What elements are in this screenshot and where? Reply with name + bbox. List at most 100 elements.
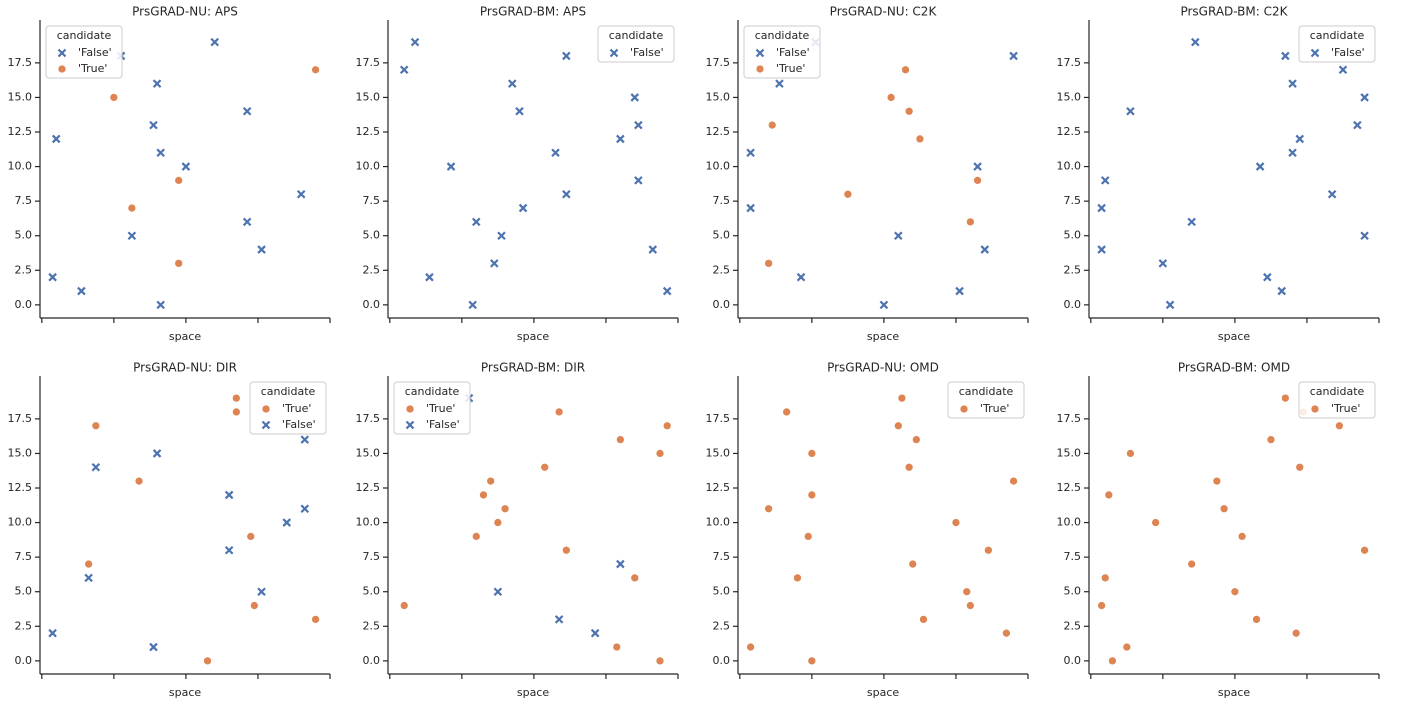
y-tick-label: 10.0 <box>706 160 731 173</box>
x-axis-label: space <box>1218 686 1251 699</box>
point <box>257 245 266 254</box>
point <box>181 162 191 171</box>
y-tick-label: 15.0 <box>8 90 33 103</box>
chart-title: PrsGRAD-NU: OMD <box>827 361 939 375</box>
y-tick-label: 17.5 <box>8 56 33 69</box>
point <box>149 120 158 130</box>
point <box>399 65 409 75</box>
y-tick-label: 5.0 <box>363 229 381 242</box>
point <box>562 189 571 199</box>
y-tick-label: 15.0 <box>356 446 381 459</box>
point <box>1252 615 1261 624</box>
point <box>662 286 672 296</box>
point <box>311 65 320 75</box>
point <box>1122 642 1132 652</box>
chart-title: PrsGRAD-NU: APS <box>132 5 238 19</box>
point <box>911 435 921 444</box>
legend-title: candidate <box>1310 29 1365 42</box>
point <box>1353 120 1362 130</box>
point <box>1097 601 1106 610</box>
point <box>955 286 964 296</box>
y-tick-label: 17.5 <box>1057 412 1082 425</box>
point <box>210 37 219 47</box>
x-axis-label: space <box>867 686 900 699</box>
legend-label: 'True' <box>282 402 311 415</box>
y-tick-label: 7.5 <box>1064 550 1082 563</box>
point <box>282 518 292 527</box>
point <box>84 573 93 583</box>
legend-title: candidate <box>755 29 810 42</box>
y-tick-label: 12.5 <box>1057 481 1082 494</box>
point <box>616 134 625 144</box>
legend-box <box>45 25 123 79</box>
legend-title: candidate <box>959 385 1014 398</box>
y-tick-label: 12.5 <box>706 481 731 494</box>
y-tick-label: 2.5 <box>1064 619 1082 632</box>
point <box>984 545 993 555</box>
point <box>904 106 914 116</box>
point <box>1255 162 1265 171</box>
point <box>446 162 456 171</box>
point <box>980 245 990 254</box>
y-tick-label: 15.0 <box>1057 90 1082 103</box>
point <box>746 148 755 158</box>
point <box>1281 51 1290 61</box>
y-tick-label: 12.5 <box>356 125 381 138</box>
legend-title: candidate <box>405 385 460 398</box>
point <box>662 421 672 431</box>
point <box>562 51 571 61</box>
y-tick-label: 17.5 <box>356 412 381 425</box>
point <box>1187 559 1197 569</box>
point <box>746 642 755 652</box>
point <box>1295 134 1305 144</box>
point <box>1002 628 1011 638</box>
point <box>879 300 889 310</box>
legend-label: 'True' <box>426 402 455 415</box>
point <box>174 176 184 185</box>
point <box>616 559 625 569</box>
y-tick-label: 12.5 <box>356 481 381 494</box>
y-tick-label: 5.0 <box>15 585 33 598</box>
point <box>1219 504 1229 514</box>
point <box>249 601 259 610</box>
point <box>767 120 777 130</box>
point <box>973 162 982 171</box>
y-tick-label: 0.0 <box>15 654 33 667</box>
chart-title: PrsGRAD-NU: C2K <box>830 5 938 19</box>
point <box>551 148 560 158</box>
point <box>807 449 817 458</box>
legend-box <box>743 25 821 79</box>
point <box>634 176 643 185</box>
y-tick-label: 17.5 <box>356 56 381 69</box>
point <box>296 189 306 199</box>
legend-title: candidate <box>1310 385 1365 398</box>
legend-marker <box>57 64 67 74</box>
y-tick-label: 10.0 <box>356 516 381 529</box>
point <box>612 642 622 652</box>
y-tick-label: 0.0 <box>363 654 381 667</box>
point <box>843 189 853 199</box>
y-tick-label: 0.0 <box>363 298 381 311</box>
y-tick-label: 17.5 <box>1057 56 1082 69</box>
point <box>897 393 907 403</box>
point <box>1237 532 1247 541</box>
point <box>1126 106 1135 116</box>
point <box>1212 476 1222 486</box>
point <box>915 134 925 144</box>
point <box>1100 176 1110 185</box>
point <box>246 532 256 541</box>
point <box>127 231 137 240</box>
legend-title: candidate <box>57 29 112 42</box>
point <box>231 407 241 417</box>
point <box>489 259 499 268</box>
point <box>807 656 817 666</box>
y-tick-label: 15.0 <box>706 90 731 103</box>
y-tick-label: 2.5 <box>713 263 731 276</box>
x-axis-label: space <box>169 686 202 699</box>
y-tick-label: 10.0 <box>8 516 33 529</box>
y-tick-label: 15.0 <box>1057 446 1082 459</box>
point <box>796 272 806 282</box>
point <box>91 421 101 431</box>
point <box>886 93 896 102</box>
point <box>1097 203 1106 213</box>
